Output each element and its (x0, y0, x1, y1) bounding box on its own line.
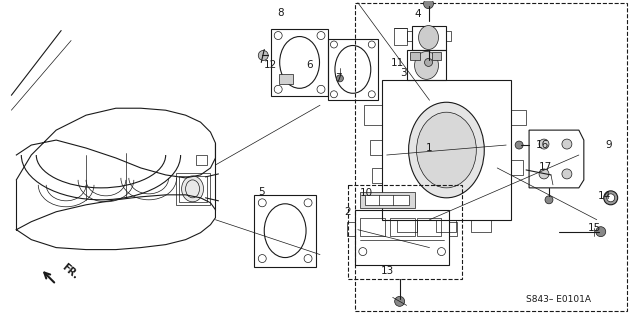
Text: 3: 3 (400, 68, 407, 78)
Circle shape (604, 191, 618, 205)
Circle shape (562, 169, 572, 179)
Bar (471, 220, 492, 232)
Bar (390, 218, 415, 236)
Bar (406, 50, 447, 80)
Bar (449, 222, 458, 236)
Ellipse shape (182, 176, 204, 202)
Text: 1: 1 (426, 143, 433, 153)
Bar (447, 31, 451, 41)
Ellipse shape (417, 112, 476, 188)
Bar (412, 26, 447, 50)
Circle shape (596, 227, 605, 237)
Text: 14: 14 (598, 191, 611, 201)
Text: 5: 5 (258, 187, 264, 197)
Bar (360, 218, 385, 236)
Bar (410, 53, 420, 60)
Text: 11: 11 (391, 58, 404, 68)
Text: S843– E0101A: S843– E0101A (527, 295, 591, 304)
Bar (417, 218, 442, 236)
Polygon shape (529, 130, 584, 188)
Bar (364, 105, 381, 125)
Text: 6: 6 (307, 60, 314, 71)
Bar (348, 185, 462, 279)
Circle shape (424, 59, 433, 66)
Bar (436, 220, 456, 232)
Circle shape (539, 169, 549, 179)
Text: 10: 10 (360, 188, 373, 198)
Text: 8: 8 (277, 8, 284, 18)
Text: 16: 16 (536, 140, 548, 150)
Ellipse shape (419, 26, 438, 49)
Circle shape (539, 139, 549, 149)
Text: 7: 7 (335, 73, 342, 83)
Text: 12: 12 (264, 60, 277, 71)
Bar (328, 38, 378, 100)
Text: 17: 17 (538, 162, 552, 172)
Bar (175, 173, 211, 205)
Text: 2: 2 (344, 207, 351, 217)
Bar (372, 168, 381, 183)
Circle shape (562, 139, 572, 149)
Circle shape (424, 0, 433, 9)
Bar (271, 29, 328, 96)
Text: 13: 13 (381, 266, 394, 277)
Bar (365, 195, 408, 205)
Bar (347, 222, 355, 236)
Ellipse shape (415, 51, 438, 79)
Circle shape (545, 196, 553, 204)
Circle shape (337, 75, 344, 82)
Text: 15: 15 (588, 223, 602, 233)
Bar (196, 155, 207, 165)
Bar (381, 80, 511, 220)
Bar (406, 31, 412, 41)
Text: 4: 4 (414, 9, 421, 19)
Circle shape (259, 50, 268, 60)
Bar (431, 53, 442, 60)
Bar (511, 160, 523, 175)
Bar (370, 140, 381, 155)
Circle shape (395, 296, 404, 306)
Bar (279, 74, 293, 84)
Text: FR.: FR. (60, 262, 81, 281)
Bar (360, 192, 415, 208)
Bar (394, 28, 406, 45)
Circle shape (607, 194, 614, 202)
Ellipse shape (408, 102, 484, 198)
Bar (397, 220, 417, 232)
Bar (355, 210, 449, 265)
Circle shape (515, 141, 523, 149)
Text: 9: 9 (605, 140, 612, 150)
Bar (254, 195, 316, 266)
Bar (179, 176, 207, 202)
Bar (511, 110, 526, 125)
